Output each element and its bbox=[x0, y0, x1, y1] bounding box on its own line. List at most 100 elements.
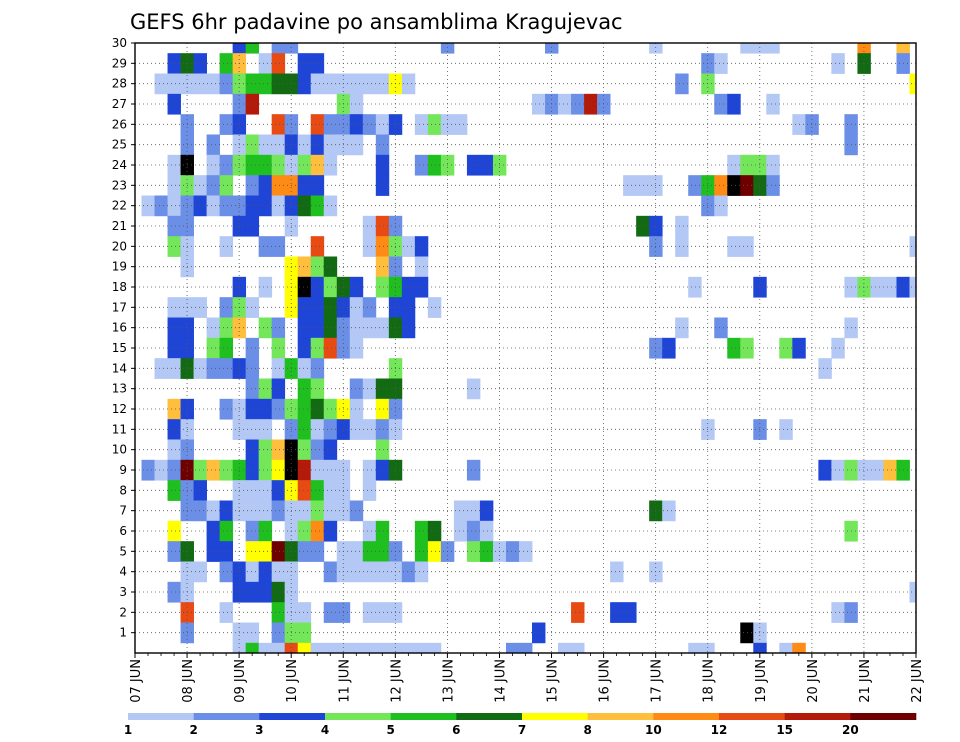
heatmap-cell bbox=[271, 541, 286, 562]
heatmap-cell bbox=[271, 317, 286, 339]
heatmap-cell bbox=[245, 73, 260, 95]
heatmap-cell bbox=[258, 541, 273, 562]
heatmap-cell bbox=[271, 114, 286, 135]
heatmap-cell bbox=[323, 459, 338, 481]
heatmap-cell bbox=[479, 520, 494, 542]
heatmap-cell bbox=[349, 93, 364, 115]
heatmap-cell bbox=[245, 398, 260, 420]
colorbar-swatch bbox=[193, 713, 260, 720]
heatmap-cell bbox=[310, 256, 325, 278]
heatmap-cell bbox=[206, 175, 221, 196]
heatmap-cell bbox=[662, 500, 676, 522]
y-tick-label: 14 bbox=[112, 361, 127, 375]
heatmap-cell bbox=[310, 642, 325, 654]
heatmap-cell bbox=[323, 73, 338, 95]
heatmap-cell bbox=[310, 114, 325, 135]
heatmap-cell bbox=[401, 561, 416, 583]
heatmap-cell bbox=[245, 175, 260, 196]
heatmap-cell bbox=[258, 419, 273, 440]
x-tick-label: 17 JUN bbox=[650, 659, 665, 703]
heatmap-cell bbox=[375, 561, 390, 583]
heatmap-cell bbox=[271, 480, 286, 501]
heatmap-cell bbox=[558, 642, 572, 654]
heatmap-cell bbox=[310, 317, 325, 339]
heatmap-cell bbox=[297, 154, 312, 176]
heatmap-cell bbox=[271, 236, 286, 257]
y-tick-label: 9 bbox=[119, 463, 127, 477]
heatmap-cell bbox=[245, 541, 260, 562]
heatmap-cell bbox=[258, 195, 273, 217]
heatmap-cell bbox=[193, 53, 207, 74]
heatmap-cell bbox=[271, 195, 286, 217]
heatmap-cell bbox=[219, 602, 234, 623]
y-axis-ticks: 1234567891011121314151617181920212223242… bbox=[112, 36, 135, 640]
heatmap-cell bbox=[206, 337, 221, 359]
heatmap-cell bbox=[310, 73, 325, 95]
heatmap-cell bbox=[727, 175, 741, 196]
heatmap-cell bbox=[297, 480, 312, 501]
heatmap-cell bbox=[883, 276, 897, 298]
heatmap-cell bbox=[818, 459, 832, 481]
x-tick-label: 15 JUN bbox=[546, 659, 561, 703]
heatmap-cell bbox=[727, 154, 741, 176]
heatmap-cell bbox=[466, 378, 481, 400]
heatmap-cell bbox=[245, 581, 260, 603]
heatmap-cell bbox=[219, 195, 234, 217]
heatmap-cell bbox=[271, 459, 286, 481]
heatmap-cell bbox=[258, 276, 273, 298]
heatmap-cell bbox=[167, 317, 181, 339]
heatmap-cell bbox=[362, 642, 377, 654]
heatmap-cell bbox=[675, 236, 689, 257]
heatmap-cell bbox=[258, 175, 273, 196]
heatmap-cell bbox=[831, 337, 845, 359]
heatmap-cell bbox=[219, 73, 234, 95]
heatmap-cell bbox=[297, 358, 312, 379]
heatmap-cell bbox=[310, 195, 325, 217]
heatmap-cell bbox=[831, 53, 845, 74]
heatmap-cell bbox=[571, 642, 585, 654]
y-tick-label: 30 bbox=[112, 36, 127, 50]
y-tick-label: 8 bbox=[119, 483, 127, 497]
heatmap-cell bbox=[258, 581, 273, 603]
x-tick-label: 08 JUN bbox=[181, 659, 196, 703]
heatmap-cell bbox=[193, 500, 207, 522]
colorbar-label: 1 bbox=[124, 723, 132, 737]
y-tick-label: 4 bbox=[119, 565, 127, 579]
heatmap-cell bbox=[323, 337, 338, 359]
heatmap-cell bbox=[414, 642, 429, 654]
heatmap-cell bbox=[258, 134, 273, 156]
y-tick-label: 16 bbox=[112, 321, 127, 335]
heatmap-cell bbox=[310, 480, 325, 501]
heatmap-cell bbox=[258, 459, 273, 481]
heatmap-cell bbox=[206, 134, 221, 156]
heatmap-cell bbox=[414, 520, 429, 542]
y-tick-label: 6 bbox=[119, 524, 127, 538]
heatmap-cell bbox=[401, 73, 416, 95]
heatmap-cell bbox=[297, 378, 312, 400]
heatmap-cell bbox=[857, 43, 871, 54]
y-tick-label: 24 bbox=[112, 158, 127, 172]
heatmap-cell bbox=[206, 317, 221, 339]
heatmap-cell bbox=[375, 541, 390, 562]
y-tick-label: 1 bbox=[119, 626, 127, 640]
heatmap-cell bbox=[766, 43, 780, 54]
heatmap-cell bbox=[362, 114, 377, 135]
heatmap-cell bbox=[219, 114, 234, 135]
heatmap-cell bbox=[167, 154, 181, 176]
heatmap-cell bbox=[258, 317, 273, 339]
heatmap-cell bbox=[466, 541, 481, 562]
heatmap-cell bbox=[388, 642, 403, 654]
y-tick-label: 7 bbox=[119, 504, 127, 518]
heatmap-cell bbox=[362, 215, 377, 237]
heatmap-cell bbox=[323, 317, 338, 339]
heatmap-cell bbox=[792, 642, 806, 654]
heatmap-cell bbox=[349, 500, 364, 522]
heatmap-cell bbox=[375, 419, 390, 440]
heatmap-cell bbox=[297, 195, 312, 217]
heatmap-cell bbox=[219, 236, 234, 257]
heatmap-cell bbox=[206, 73, 221, 95]
heatmap-cell bbox=[610, 602, 624, 623]
heatmap-cell bbox=[714, 317, 728, 339]
heatmap-cell bbox=[245, 154, 260, 176]
heatmap-cell bbox=[753, 43, 767, 54]
